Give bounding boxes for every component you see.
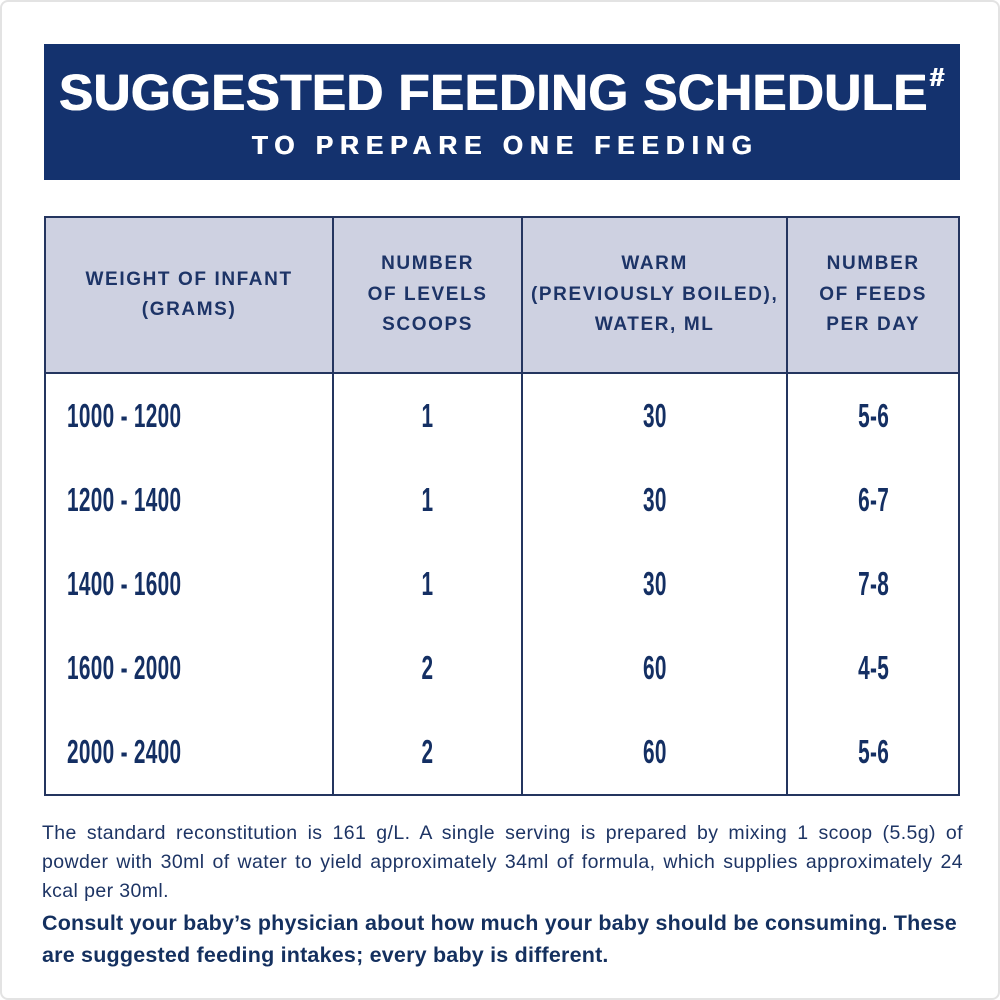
table-column-water: WARM (PREVIOUSLY BOILED), WATER, ML 30 3… xyxy=(522,218,789,794)
table-cell-weight-row4: 1600 - 2000 xyxy=(46,626,332,710)
table-cell-feeds-row3: 7-8 xyxy=(788,542,958,626)
cell-value: 1600 - 2000 xyxy=(67,649,182,686)
table-cell-scoops-row2: 1 xyxy=(334,458,521,542)
table-cell-water-row3: 30 xyxy=(523,542,786,626)
banner-title-superscript: # xyxy=(929,61,945,92)
table-cell-weight-row5: 2000 - 2400 xyxy=(46,710,332,794)
cell-value: 5-6 xyxy=(857,397,889,434)
feeding-table: WEIGHT OF INFANT (GRAMS) 1000 - 1200 120… xyxy=(44,216,960,796)
table-cell-scoops-row3: 1 xyxy=(334,542,521,626)
table-cell-weight-row1: 1000 - 1200 xyxy=(46,374,332,458)
table-cell-water-row5: 60 xyxy=(523,710,786,794)
cell-value: 1 xyxy=(421,397,434,434)
note-consult-physician: Consult your baby’s physician about how … xyxy=(42,911,957,967)
column-header-water: WARM (PREVIOUSLY BOILED), WATER, ML xyxy=(522,218,787,374)
cell-value: 2000 - 2400 xyxy=(67,733,182,770)
cell-value: 5-6 xyxy=(857,733,889,770)
cell-value: 1000 - 1200 xyxy=(67,397,182,434)
table-column-feeds: NUMBER OF FEEDS PER DAY 5-6 6-7 7-8 4-5 … xyxy=(788,218,958,794)
cell-value: 2 xyxy=(421,733,434,770)
banner: SUGGESTED FEEDING SCHEDULE# TO PREPARE O… xyxy=(44,44,960,180)
column-header-weight: WEIGHT OF INFANT (GRAMS) xyxy=(46,218,333,374)
cell-value: 30 xyxy=(642,565,667,602)
cell-value: 2 xyxy=(421,649,434,686)
cell-value: 1400 - 1600 xyxy=(67,565,182,602)
note-standard-reconstitution: The standard reconstitution is 161 g/L. … xyxy=(42,822,963,902)
cell-value: 30 xyxy=(642,397,667,434)
cell-value: 4-5 xyxy=(857,649,889,686)
table-cell-water-row2: 30 xyxy=(523,458,786,542)
table-column-scoops: NUMBER OF LEVELS SCOOPS 1 1 1 2 2 xyxy=(334,218,523,794)
cell-value: 1200 - 1400 xyxy=(67,481,182,518)
cell-value: 1 xyxy=(421,481,434,518)
cell-value: 60 xyxy=(642,649,667,686)
table-cell-feeds-row4: 4-5 xyxy=(788,626,958,710)
table-cell-scoops-row1: 1 xyxy=(334,374,521,458)
cell-value: 1 xyxy=(421,565,434,602)
cell-value: 6-7 xyxy=(857,481,889,518)
table-cell-water-row1: 30 xyxy=(523,374,786,458)
table-cell-scoops-row4: 2 xyxy=(334,626,521,710)
cell-value: 7-8 xyxy=(857,565,889,602)
table-cell-feeds-row5: 5-6 xyxy=(788,710,958,794)
table-cell-feeds-row1: 5-6 xyxy=(788,374,958,458)
table-cell-water-row4: 60 xyxy=(523,626,786,710)
table-cell-feeds-row2: 6-7 xyxy=(788,458,958,542)
table-cell-weight-row2: 1200 - 1400 xyxy=(46,458,332,542)
column-header-scoops: NUMBER OF LEVELS SCOOPS xyxy=(334,218,521,374)
banner-title: SUGGESTED FEEDING SCHEDULE# xyxy=(59,63,945,121)
banner-title-text: SUGGESTED FEEDING SCHEDULE xyxy=(59,63,928,121)
table-cell-scoops-row5: 2 xyxy=(334,710,521,794)
banner-subtitle: TO PREPARE ONE FEEDING xyxy=(252,129,759,160)
column-header-feeds: NUMBER OF FEEDS PER DAY xyxy=(788,218,958,374)
cell-value: 30 xyxy=(642,481,667,518)
cell-value: 60 xyxy=(642,733,667,770)
table-cell-weight-row3: 1400 - 1600 xyxy=(46,542,332,626)
table-column-weight: WEIGHT OF INFANT (GRAMS) 1000 - 1200 120… xyxy=(46,218,335,794)
